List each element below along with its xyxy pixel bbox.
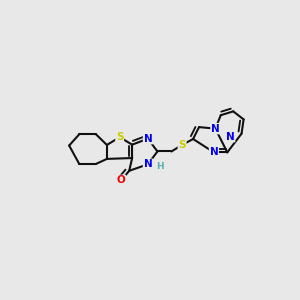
Text: N: N (143, 134, 152, 144)
Text: N: N (209, 147, 218, 158)
Text: S: S (178, 140, 186, 150)
Text: O: O (117, 175, 125, 185)
Text: N: N (226, 132, 235, 142)
Text: H: H (157, 162, 164, 171)
Text: S: S (116, 132, 123, 142)
Text: N: N (211, 124, 220, 134)
Text: N: N (143, 159, 152, 169)
